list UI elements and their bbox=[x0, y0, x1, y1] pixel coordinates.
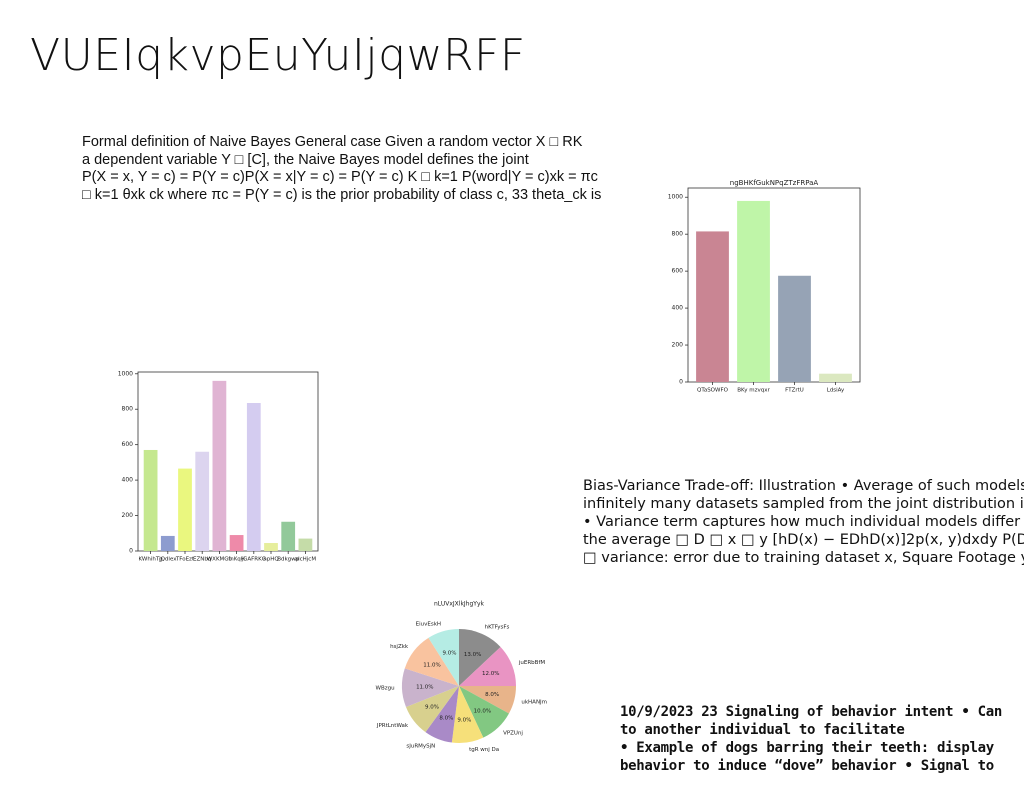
bar bbox=[298, 538, 313, 551]
x-tick-label: jGAFRKG bbox=[241, 557, 266, 563]
x-tick-label: EZNbq bbox=[193, 557, 211, 563]
bar bbox=[778, 275, 811, 382]
slice-label: hKTFysFs bbox=[485, 624, 510, 630]
y-tick-label: 200 bbox=[122, 512, 134, 519]
y-tick-label: 1000 bbox=[668, 194, 683, 201]
slice-label: juERbBfM bbox=[518, 660, 546, 666]
pie-slice bbox=[459, 686, 517, 714]
slice-label: WBzgu bbox=[376, 686, 395, 692]
bar bbox=[160, 535, 175, 551]
text-line: □ variance: error due to training datase… bbox=[583, 550, 1024, 566]
y-tick-label: 1000 bbox=[118, 370, 133, 377]
bar bbox=[195, 451, 210, 551]
slice-value-label: 9.0% bbox=[457, 717, 471, 723]
text-line: a dependent variable Y □ [C], the Naive … bbox=[82, 151, 529, 168]
slice-value-label: 9.0% bbox=[425, 704, 439, 710]
slice-label: tgR wnj Da bbox=[469, 747, 499, 753]
y-tick-label: 400 bbox=[122, 477, 134, 484]
y-tick-label: 800 bbox=[672, 231, 684, 238]
pie-slice bbox=[451, 686, 484, 743]
x-tick-label: BKy mzvqxr bbox=[737, 388, 770, 394]
text-line: • Example of dogs barring their teeth: d… bbox=[620, 740, 994, 756]
slice-label: EiuvEskH bbox=[416, 622, 441, 628]
slice-label: hsjZkk bbox=[390, 644, 409, 650]
slice-value-label: 11.0% bbox=[423, 663, 440, 669]
x-tick-label: Bdkgwp bbox=[277, 557, 299, 563]
y-tick-label: 200 bbox=[672, 342, 684, 349]
slice-value-label: 10.0% bbox=[474, 708, 491, 714]
slice-value-label: 11.0% bbox=[416, 685, 433, 691]
bar bbox=[264, 543, 278, 551]
bar bbox=[696, 231, 729, 382]
slice-value-label: 8.0% bbox=[485, 692, 499, 698]
bar bbox=[178, 468, 192, 551]
slice-label: sJuRMySjN bbox=[406, 743, 435, 749]
y-tick-label: 800 bbox=[122, 406, 134, 413]
pie-slice bbox=[404, 637, 459, 686]
x-tick-label: LdsiAy bbox=[827, 388, 845, 394]
paragraph: Formal definition of Naive Bayes General… bbox=[82, 134, 601, 204]
y-tick-label: 0 bbox=[679, 379, 683, 386]
paragraph: Bias-Variance Trade-off: Illustration • … bbox=[583, 478, 1024, 568]
text-line: the average □ D □ x □ y [hD(x) − EDhD(x)… bbox=[583, 532, 1024, 548]
text-line: infinitely many datasets sampled from th… bbox=[583, 496, 1024, 512]
pie-slice bbox=[459, 629, 501, 686]
slice-value-label: 9.0% bbox=[442, 651, 456, 657]
bar bbox=[819, 373, 852, 382]
x-tick-label: alcHjcM bbox=[295, 557, 317, 563]
y-tick-label: 600 bbox=[672, 268, 684, 275]
bar bbox=[281, 521, 296, 551]
pie-slice bbox=[406, 686, 459, 733]
chart-title: ngBHKfGukNPqZTzFRPaA bbox=[730, 179, 819, 187]
text-line: □ k=1 θxk ck where πc = P(Y = c) is the … bbox=[82, 186, 602, 203]
y-tick-label: 400 bbox=[672, 305, 684, 312]
x-tick-label: QTaSOWFO bbox=[697, 388, 729, 394]
plot-frame bbox=[687, 187, 861, 383]
slice-value-label: 12.0% bbox=[482, 671, 499, 677]
slice-label: JPRtLntWak bbox=[376, 723, 409, 729]
plot-frame bbox=[137, 371, 319, 552]
text-line: behavior to induce “dove” behavior • Sig… bbox=[620, 758, 994, 774]
bar bbox=[737, 200, 770, 382]
bar bbox=[143, 449, 158, 551]
bar bbox=[246, 403, 261, 551]
slice-value-label: 8.0% bbox=[439, 715, 453, 721]
slice-value-label: 13.0% bbox=[464, 652, 481, 658]
text-line: Formal definition of Naive Bayes General… bbox=[82, 134, 583, 150]
y-tick-label: 0 bbox=[129, 548, 133, 555]
bar bbox=[229, 535, 244, 551]
bar bbox=[212, 380, 227, 551]
x-tick-label: KWhihTg bbox=[138, 557, 162, 563]
x-tick-label: npHQ bbox=[263, 557, 279, 563]
text-line: 10/9/2023 23 Signaling of behavior inten… bbox=[620, 704, 1003, 720]
x-tick-label: fnKqH bbox=[228, 557, 245, 563]
y-tick-label: 600 bbox=[122, 441, 134, 448]
text-line: P(X = x, Y = c) = P(Y = c)P(X = x|Y = c)… bbox=[82, 169, 598, 185]
slice-label: ukHANJm bbox=[521, 700, 547, 706]
text-line: • Variance term captures how much indivi… bbox=[583, 514, 1021, 530]
text-line: to another individual to facilitate bbox=[620, 722, 905, 738]
paragraph: 10/9/2023 23 Signaling of behavior inten… bbox=[620, 704, 1002, 776]
pie-slice bbox=[425, 686, 459, 743]
text-line: Bias-Variance Trade-off: Illustration • … bbox=[583, 478, 1024, 494]
x-tick-label: FTZrtU bbox=[785, 388, 804, 394]
pie-slice bbox=[459, 646, 516, 686]
x-tick-label: WXKMGb bbox=[207, 557, 233, 563]
pie-slice bbox=[459, 686, 509, 738]
x-tick-label: jQdlex bbox=[158, 557, 177, 563]
slide-title: VUEIqkvpEuYuIjqwRFF bbox=[30, 30, 526, 81]
chart-title: nLUVxJXlkJhgYyk bbox=[434, 601, 485, 608]
pie-slice bbox=[428, 629, 459, 686]
slice-label: VPZUnj bbox=[503, 730, 523, 736]
pie-slice bbox=[402, 668, 459, 707]
x-tick-label: TFoEzt bbox=[175, 557, 195, 563]
